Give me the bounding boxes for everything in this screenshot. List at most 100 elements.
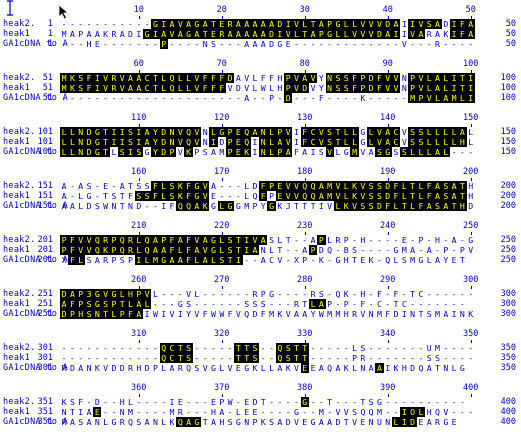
sequence-end-position: 300 xyxy=(500,299,516,309)
residue: - xyxy=(376,93,382,103)
residue: V xyxy=(192,137,202,147)
ruler-tick-label: 210 xyxy=(131,221,147,231)
residue: L xyxy=(449,137,459,147)
residue: K xyxy=(360,93,366,103)
residue: - xyxy=(61,353,67,363)
residue: L xyxy=(342,137,351,147)
residue: V xyxy=(468,245,474,255)
sequence-end-position: 250 xyxy=(500,255,516,265)
ruler-tick-mark xyxy=(470,232,472,235)
residue: - xyxy=(459,353,465,363)
residue: - xyxy=(111,39,117,49)
residue: - xyxy=(136,397,142,407)
residue: - xyxy=(136,19,142,29)
residue: L xyxy=(350,137,359,147)
residue: M xyxy=(151,255,160,265)
residue: F xyxy=(360,299,366,309)
ruler-tick-mark xyxy=(138,70,140,73)
residue: L xyxy=(408,201,417,211)
residue: S xyxy=(352,407,357,417)
residue: F xyxy=(227,309,233,319)
residue: A xyxy=(310,235,316,245)
residue: V xyxy=(176,127,185,137)
residue: A xyxy=(284,147,293,157)
sequence-row: heak2. 301- - - - - - - - - - - - Q C T S - - - - - T T S - - Q S T T -… xyxy=(0,343,521,353)
residue: N xyxy=(93,309,102,319)
residue: V xyxy=(325,147,334,157)
sequence-row: heak1 301- - - - - - - - - - - - Q C T S - - - - - T T S - - Q S T T - -… xyxy=(0,353,521,363)
residue: - xyxy=(244,255,250,265)
residue: V xyxy=(101,83,110,93)
residue: C xyxy=(391,137,401,147)
sequence-start-position: 251 xyxy=(37,299,53,309)
residue: R xyxy=(177,407,183,417)
residue: E xyxy=(418,417,424,427)
residue: Q xyxy=(242,127,251,137)
residue: P xyxy=(275,147,285,157)
ruler-tick-mark xyxy=(387,394,389,397)
residue: A xyxy=(60,299,69,309)
sequence-end-position: 100 xyxy=(500,83,516,93)
residue: S xyxy=(211,39,216,49)
residue: - xyxy=(186,93,192,103)
residue: V xyxy=(317,127,326,137)
residue: S xyxy=(84,299,94,309)
residue: - xyxy=(69,93,75,103)
residue: - xyxy=(443,397,449,407)
alignment-block: 60 70 80 90 100 heak2. 51 M K S F I V R V A A C T L Q L L V F F F D… xyxy=(0,58,521,104)
residue: - xyxy=(161,397,167,407)
residue: T xyxy=(435,363,440,373)
residue: P xyxy=(358,83,367,93)
residue: V xyxy=(383,73,392,83)
residue: N xyxy=(167,137,177,147)
residue: S xyxy=(134,147,143,157)
residue: N xyxy=(76,137,85,147)
sequence-name: heak2. xyxy=(3,235,36,245)
residue: - xyxy=(435,245,440,255)
residue: M xyxy=(335,309,341,319)
residue: - xyxy=(186,407,192,417)
residue: T xyxy=(400,201,409,211)
residue: L xyxy=(176,83,185,93)
residue: - xyxy=(235,397,241,407)
residue: T xyxy=(343,417,349,427)
residue: H xyxy=(211,407,216,417)
sequence-row: heak1 51 M K S F I V R V A A C T L Q L L V F F F V D V L W L H P V D V Y N… xyxy=(0,83,521,93)
sequence-row: heak1 201 P F V V Q K P Q R L Q A A F L F A V G L S T I A N L T - - A P D… xyxy=(0,245,521,255)
residue: - xyxy=(194,397,200,407)
residue: - xyxy=(235,181,241,191)
residue: A xyxy=(192,29,202,39)
ruler-tick-mark xyxy=(221,394,223,397)
residue: - xyxy=(277,289,283,299)
residue: P xyxy=(134,289,143,299)
residue: I xyxy=(118,127,127,137)
residue: - xyxy=(401,397,407,407)
residue: A xyxy=(184,19,193,29)
ruler-tick-label: 300 xyxy=(463,275,479,285)
residue: A xyxy=(383,29,392,39)
residue: - xyxy=(285,255,291,265)
residue: A xyxy=(61,201,67,211)
sequence-end-position: 200 xyxy=(500,181,516,191)
sequence-name: heak2. xyxy=(3,343,36,353)
residue: - xyxy=(111,407,117,417)
residue: V xyxy=(118,73,127,83)
residue: F xyxy=(209,73,218,83)
residue: G xyxy=(159,255,168,265)
residue: L xyxy=(393,255,399,265)
ruler-tick-label: 200 xyxy=(463,167,479,177)
residue: L xyxy=(152,289,158,299)
residue: 3 xyxy=(84,289,94,299)
residue: I xyxy=(408,19,417,29)
residue: - xyxy=(435,289,440,299)
residue: I xyxy=(93,73,102,83)
residue: A xyxy=(134,299,143,309)
residue: D xyxy=(375,29,384,39)
residue: - xyxy=(86,19,92,29)
residue: A xyxy=(441,93,450,103)
ruler-tick-mark xyxy=(304,178,306,181)
sequence-row: GA1cDNA to A 351 R A S A N L G R Q S A N L K Q A G T A H S G N P K… xyxy=(0,417,521,427)
residue: - xyxy=(285,397,291,407)
